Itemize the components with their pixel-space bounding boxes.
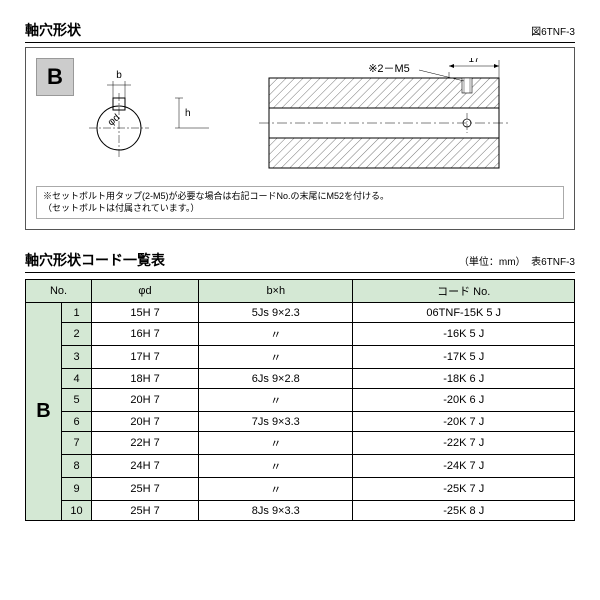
cell-phid: 22H 7 [92, 432, 199, 455]
cell-no: 6 [62, 412, 92, 432]
th-phid: φd [92, 280, 199, 303]
cell-bxh: 6Js 9×2.8 [199, 369, 353, 389]
cell-code: -18K 6 J [353, 369, 575, 389]
cell-bxh: 〃 [199, 346, 353, 369]
figure-title-row: 軸穴形状 図6TNF-3 [25, 20, 575, 43]
table-row: 824H 7〃-24K 7 J [26, 455, 575, 478]
technical-drawing: b φd h [89, 58, 564, 178]
cell-phid: 25H 7 [92, 478, 199, 501]
th-no: No. [26, 280, 92, 303]
table-row: 925H 7〃-25K 7 J [26, 478, 575, 501]
cell-code: -24K 7 J [353, 455, 575, 478]
note-line1: ※セットボルト用タップ(2-M5)が必要な場合は右記コードNo.の末尾にM52を… [43, 191, 557, 203]
cell-no: 2 [62, 323, 92, 346]
cell-code: -20K 7 J [353, 412, 575, 432]
table-row: 317H 7〃-17K 5 J [26, 346, 575, 369]
table-row: 418H 76Js 9×2.8-18K 6 J [26, 369, 575, 389]
table-title: 軸穴形状コード一覧表 [25, 250, 165, 270]
code-table: No. φd b×h コード No. B115H 75Js 9×2.306TNF… [25, 279, 575, 521]
label-17: 17 [468, 58, 480, 65]
table-section: 軸穴形状コード一覧表 （単位：mm） 表6TNF-3 No. φd b×h コー… [25, 250, 575, 521]
table-row: 1025H 78Js 9×3.3-25K 8 J [26, 501, 575, 521]
type-badge: B [36, 58, 74, 96]
cell-bxh: 8Js 9×3.3 [199, 501, 353, 521]
label-b: b [116, 70, 122, 81]
label-m5: ※2－M5 [368, 63, 410, 75]
cell-phid: 20H 7 [92, 412, 199, 432]
table-title-row: 軸穴形状コード一覧表 （単位：mm） 表6TNF-3 [25, 250, 575, 273]
cell-no: 1 [62, 303, 92, 323]
cell-code: 06TNF-15K 5 J [353, 303, 575, 323]
cell-bxh: 〃 [199, 389, 353, 412]
cell-no: 5 [62, 389, 92, 412]
label-phid: φd [106, 112, 122, 128]
note-line2: （セットボルトは付属されています。） [43, 203, 557, 215]
cell-phid: 17H 7 [92, 346, 199, 369]
cell-code: -16K 5 J [353, 323, 575, 346]
cell-bxh: 5Js 9×2.3 [199, 303, 353, 323]
label-h: h [185, 108, 191, 119]
table-header-row: No. φd b×h コード No. [26, 280, 575, 303]
cell-no: 3 [62, 346, 92, 369]
table-row: 520H 7〃-20K 6 J [26, 389, 575, 412]
cell-bxh: 〃 [199, 323, 353, 346]
cell-no: 10 [62, 501, 92, 521]
figure-section: 軸穴形状 図6TNF-3 B [25, 20, 575, 230]
cell-phid: 16H 7 [92, 323, 199, 346]
cell-bxh: 7Js 9×3.3 [199, 412, 353, 432]
table-row: 620H 77Js 9×3.3-20K 7 J [26, 412, 575, 432]
cell-phid: 25H 7 [92, 501, 199, 521]
table-row: 722H 7〃-22K 7 J [26, 432, 575, 455]
cell-phid: 18H 7 [92, 369, 199, 389]
table-row: 216H 7〃-16K 5 J [26, 323, 575, 346]
table-unit-ref: （単位：mm） 表6TNF-3 [459, 253, 575, 268]
cell-bxh: 〃 [199, 432, 353, 455]
cell-phid: 20H 7 [92, 389, 199, 412]
cell-code: -25K 7 J [353, 478, 575, 501]
cell-no: 4 [62, 369, 92, 389]
cell-phid: 24H 7 [92, 455, 199, 478]
cell-no: 7 [62, 432, 92, 455]
table-row: B115H 75Js 9×2.306TNF-15K 5 J [26, 303, 575, 323]
cell-code: -17K 5 J [353, 346, 575, 369]
cell-bxh: 〃 [199, 478, 353, 501]
cell-no: 9 [62, 478, 92, 501]
th-code: コード No. [353, 280, 575, 303]
figure-title: 軸穴形状 [25, 20, 81, 40]
side-label: B [26, 303, 62, 521]
cell-code: -20K 6 J [353, 389, 575, 412]
cell-bxh: 〃 [199, 455, 353, 478]
diagram-box: B b φd [25, 47, 575, 230]
cell-code: -25K 8 J [353, 501, 575, 521]
cell-no: 8 [62, 455, 92, 478]
figure-note: ※セットボルト用タップ(2-M5)が必要な場合は右記コードNo.の末尾にM52を… [36, 186, 564, 219]
figure-ref: 図6TNF-3 [531, 23, 575, 38]
cell-phid: 15H 7 [92, 303, 199, 323]
cell-code: -22K 7 J [353, 432, 575, 455]
th-bxh: b×h [199, 280, 353, 303]
